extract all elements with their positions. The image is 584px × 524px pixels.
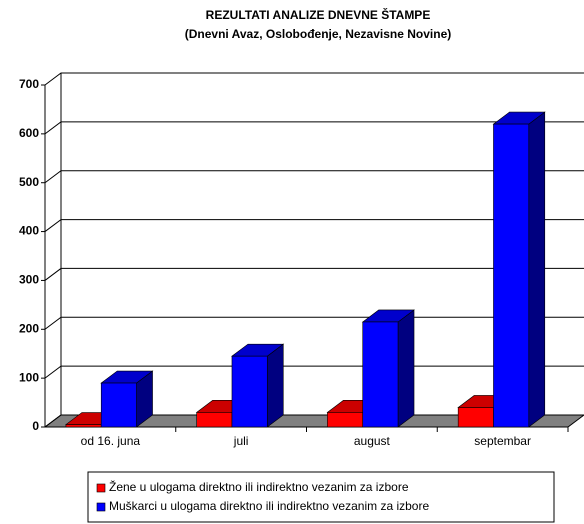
x-tick-label: od 16. juna: [81, 434, 141, 448]
grid-line: [44, 72, 584, 86]
bar: [457, 407, 494, 428]
y-tick-label: 0: [32, 419, 39, 433]
legend-swatch: [96, 502, 106, 512]
y-tick-label: 500: [19, 175, 39, 189]
y-tick-label: 100: [19, 370, 39, 384]
x-tick-label: august: [354, 434, 391, 448]
grid-line: [44, 267, 584, 281]
bar: [231, 355, 268, 428]
x-tick-label: juli: [233, 434, 249, 448]
bar: [196, 412, 233, 428]
grid-line: [44, 170, 584, 184]
y-tick-label: 400: [19, 224, 39, 238]
bar: [100, 382, 137, 428]
legend-box: [87, 471, 555, 523]
y-tick-label: 200: [19, 321, 39, 335]
grid-line: [44, 121, 584, 135]
legend-label: Muškarci u ulogama direktno ili indirekt…: [109, 499, 429, 513]
y-tick-label: 700: [19, 77, 39, 91]
x-tick-label: septembar: [474, 434, 531, 448]
chart-title: REZULTATI ANALIZE DNEVNE ŠTAMPE: [206, 7, 431, 22]
legend-label: Žene u ulogama direktno ili indirektno v…: [109, 479, 409, 494]
y-tick-label: 600: [19, 126, 39, 140]
legend-swatch: [96, 483, 106, 493]
bar: [362, 321, 399, 428]
bar: [327, 412, 364, 428]
bar: [65, 424, 102, 428]
grid-line: [44, 219, 584, 232]
bar: [493, 123, 530, 428]
bar-side: [397, 309, 415, 428]
bar-side: [528, 111, 546, 428]
chart-subtitle: (Dnevni Avaz, Oslobođenje, Nezavisne Nov…: [185, 27, 452, 41]
y-tick-label: 300: [19, 273, 39, 287]
bar-side: [266, 343, 284, 428]
